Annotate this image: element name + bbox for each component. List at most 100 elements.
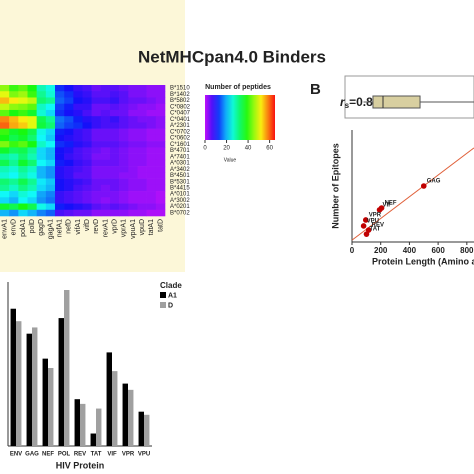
heatmap-cell: [110, 85, 120, 92]
heatmap-cell: [100, 178, 111, 186]
heatmap-cell: [0, 166, 10, 173]
heatmap-cell: [91, 147, 102, 154]
heatmap-cell: [9, 103, 19, 111]
heatmap-cell: [9, 91, 19, 98]
heatmap-cell: [73, 166, 83, 173]
heatmap-cell: [9, 197, 19, 204]
bar: [96, 408, 102, 446]
heatmap-cell: [9, 122, 19, 129]
heatmap-cell: [64, 184, 74, 192]
heatmap-cell: [73, 103, 83, 111]
heatmap-cell: [55, 116, 65, 123]
point-label: TAT: [369, 227, 380, 233]
heatmap-cell: [18, 128, 28, 136]
heatmap-cell: [137, 134, 147, 142]
bar: [144, 414, 150, 446]
heatmap-cell: [45, 209, 56, 217]
heatmap-cell: [91, 172, 102, 179]
heatmap-cell: [119, 197, 129, 204]
row-label: B*4501: [170, 173, 190, 179]
heatmap-cell: [100, 203, 111, 211]
heatmap-cell: [27, 141, 37, 148]
heatmap-cell: [137, 203, 147, 211]
heatmap-cell: [27, 147, 37, 154]
heatmap-cell: [128, 159, 138, 167]
heatmap-cell: [110, 178, 120, 186]
heatmap-cell: [119, 191, 129, 198]
heatmap-cell: [27, 85, 37, 92]
heatmap-cell: [36, 85, 47, 92]
heatmap-cell: [137, 184, 147, 192]
bar: [106, 352, 112, 446]
heatmap-cell: [100, 97, 111, 105]
heatmap-cell: [55, 159, 65, 167]
heatmap-cell: [110, 134, 120, 142]
heatmap-cell: [146, 91, 157, 98]
heatmap-cell: [128, 153, 138, 161]
heatmap-cell: [64, 178, 74, 186]
scatter-x-label: Protein Length (Amino acids): [372, 256, 474, 266]
heatmap-cell: [9, 147, 19, 154]
heatmap-cell: [45, 153, 56, 161]
heatmap-cell: [137, 191, 147, 198]
heatmap-cell: [27, 91, 37, 98]
heatmap-cell: [128, 97, 138, 105]
heatmap-cell: [27, 159, 37, 167]
heatmap-cell: [9, 85, 19, 92]
column-label: vpuA1: [130, 219, 137, 239]
heatmap-cell: [55, 178, 65, 186]
heatmap-cell: [100, 197, 111, 204]
heatmap-cell: [100, 109, 111, 117]
heatmap-cell: [9, 141, 19, 148]
heatmap-cell: [36, 116, 47, 123]
heatmap-cell: [137, 116, 147, 123]
heatmap-cell: [91, 197, 102, 204]
heatmap-cell: [137, 166, 147, 173]
column-label: polD: [29, 219, 36, 233]
heatmap-cell: [9, 97, 19, 105]
heatmap-cell: [119, 122, 129, 129]
heatmap-cell: [137, 172, 147, 179]
heatmap-cell: [36, 103, 47, 111]
heatmap-cell: [137, 85, 147, 92]
heatmap-cell: [18, 166, 28, 173]
heatmap-cell: [128, 116, 138, 123]
heatmap-cell: [110, 103, 120, 111]
bar: [74, 399, 80, 446]
column-label: gagA1: [47, 219, 54, 239]
row-label: A*2301: [170, 123, 190, 129]
heatmap-cell: [45, 122, 56, 129]
heatmap-cell: [27, 172, 37, 179]
heatmap-cell: [82, 85, 92, 92]
bar: [16, 321, 22, 446]
heatmap-cell: [73, 209, 83, 217]
x-tick-label: VPR: [122, 452, 135, 458]
heatmap-cell: [64, 209, 74, 217]
heatmap-cell: [100, 141, 111, 148]
heatmap-cell: [91, 209, 102, 217]
heatmap-cell: [119, 159, 129, 167]
heatmap-cell: [91, 85, 102, 92]
heatmap-cell: [9, 153, 19, 161]
heatmap-cell: [110, 97, 120, 105]
row-label: C*1601: [170, 142, 191, 148]
heatmap-cell: [0, 103, 10, 111]
legend-swatch: [160, 302, 166, 308]
column-label: gagD: [38, 219, 45, 236]
heatmap-cell: [110, 153, 120, 161]
heatmap-cell: [27, 116, 37, 123]
heatmap-cell: [73, 197, 83, 204]
heatmap-cell: [91, 203, 102, 211]
legend-swatch: [160, 292, 166, 298]
heatmap-cell: [100, 209, 111, 217]
x-tick-label: POL: [58, 452, 71, 458]
bar: [138, 411, 144, 446]
heatmap-cell: [55, 85, 65, 92]
heatmap-cell: [155, 134, 166, 142]
heatmap-cell: [9, 116, 19, 123]
heatmap-cell: [18, 209, 28, 217]
heatmap-cell: [146, 103, 157, 111]
heatmap-cell: [110, 166, 120, 173]
column-label: vprD: [111, 219, 118, 234]
column-label: vifD: [84, 219, 91, 231]
